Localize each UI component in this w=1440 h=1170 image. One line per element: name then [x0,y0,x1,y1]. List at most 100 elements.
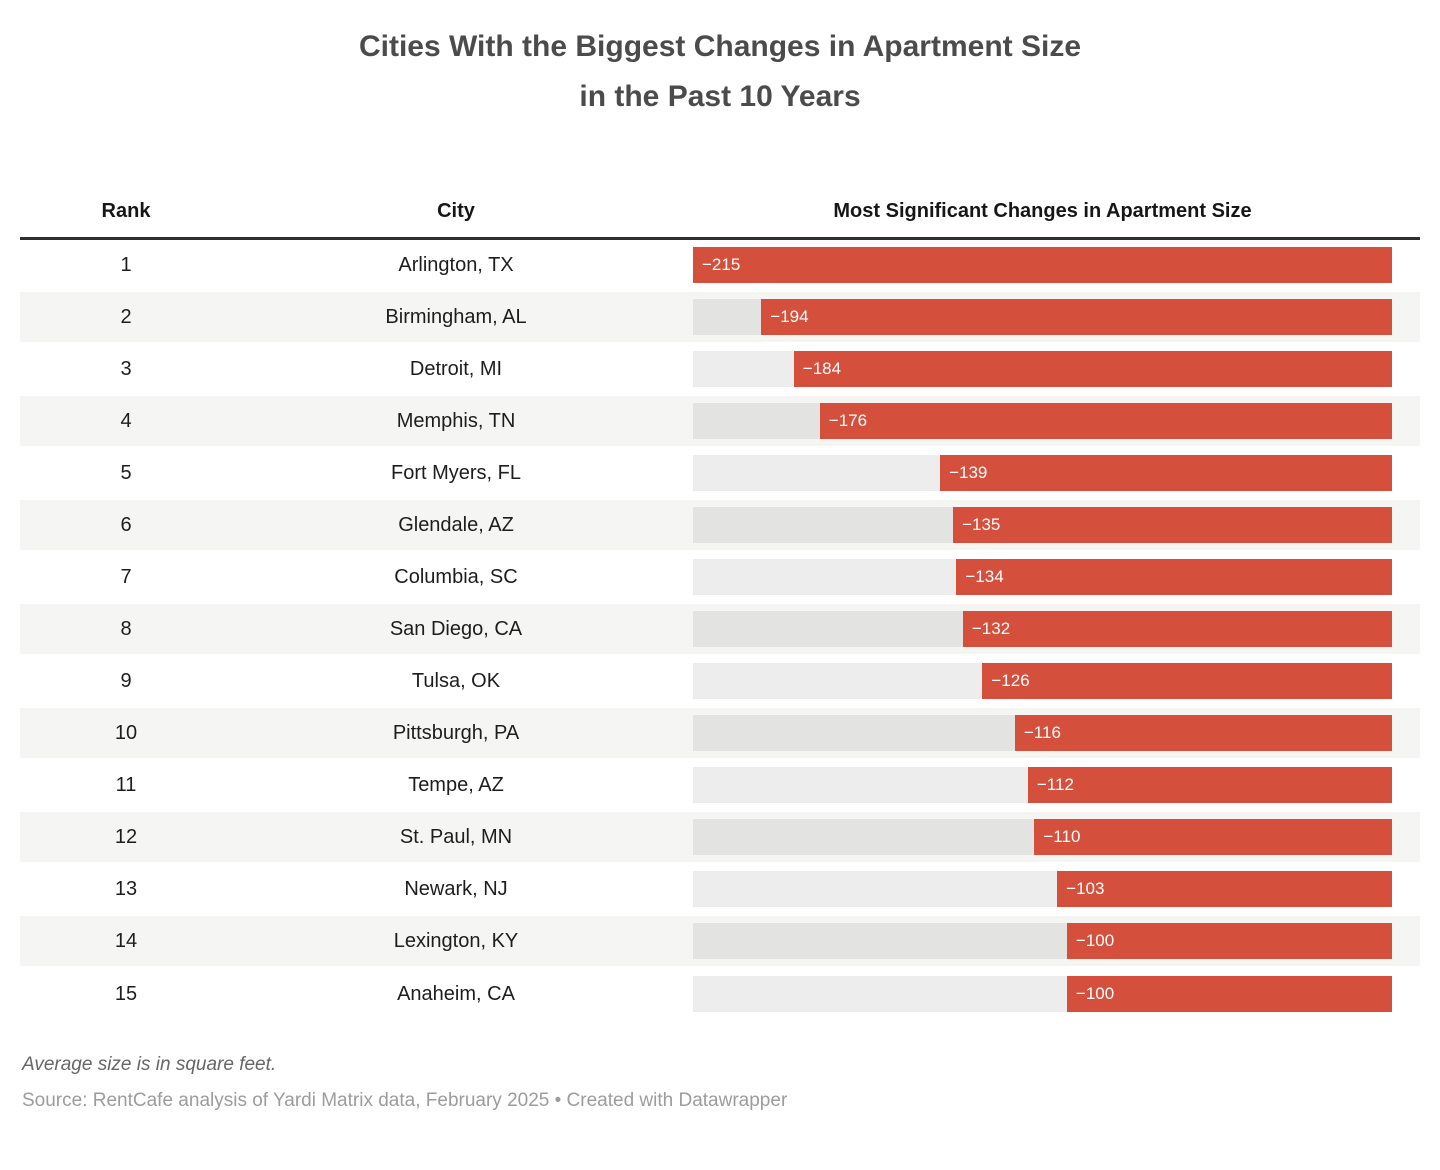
rank-cell: 9 [120,669,132,692]
table-row: 1 Arlington, TX −215 [20,240,1420,292]
city-cell: San Diego, CA [389,617,523,640]
bar-fill: −126 [982,663,1392,699]
bar-cell: −194 [680,299,1420,335]
table-row: 6 Glendale, AZ −135 [20,500,1420,552]
bar-fill: −194 [761,299,1392,335]
bar-cell: −116 [680,715,1420,751]
city-cell: Anaheim, CA [397,982,515,1005]
rank-cell: 12 [114,825,138,848]
bar-fill: −103 [1057,871,1392,907]
table-row: 7 Columbia, SC −134 [20,552,1420,604]
bar-cell: −139 [680,455,1420,491]
table-row: 13 Newark, NJ −103 [20,864,1420,916]
bar-track: −100 [693,976,1392,1012]
bar-cell: −103 [680,871,1420,907]
rank-cell: 2 [120,305,132,328]
ranking-table: Rank City Most Significant Changes in Ap… [20,185,1420,1020]
bar-fill: −100 [1066,923,1392,959]
rank-cell: 5 [120,461,132,484]
rank-cell: 7 [120,565,132,588]
bar-track: −194 [693,299,1392,335]
city-cell: Birmingham, AL [385,305,527,328]
bar-track: −134 [693,559,1392,595]
bar-track: −100 [693,923,1392,959]
city-cell: Tulsa, OK [411,669,501,692]
rank-cell: 6 [120,513,132,536]
bar-track: −103 [693,871,1392,907]
table-row: 5 Fort Myers, FL −139 [20,448,1420,500]
bar-value-label: −215 [702,255,741,274]
table-row: 8 San Diego, CA −132 [20,604,1420,656]
bar-cell: −184 [680,351,1420,387]
table-row: 14 Lexington, KY −100 [20,916,1420,968]
table-row: 11 Tempe, AZ −112 [20,760,1420,812]
table-row: 2 Birmingham, AL −194 [20,292,1420,344]
table-row: 10 Pittsburgh, PA −116 [20,708,1420,760]
city-cell: Lexington, KY [393,929,519,952]
rank-cell: 8 [120,617,132,640]
bar-value-label: −194 [770,307,809,326]
bar-fill: −134 [956,559,1392,595]
rank-cell: 10 [114,721,138,744]
bar-cell: −112 [680,767,1420,803]
bar-value-label: −135 [962,515,1001,534]
chart-notes: Average size is in square feet. [22,1054,277,1075]
bar-cell: −135 [680,507,1420,543]
bar-cell: −126 [680,663,1420,699]
city-cell: Fort Myers, FL [390,461,521,484]
rank-cell: 3 [120,357,132,380]
bar-value-label: −184 [802,359,842,378]
chart-title-line1: Cities With the Biggest Changes in Apart… [358,30,1082,63]
chart-source-line: Source: RentCafe analysis of Yardi Matri… [22,1090,788,1111]
bar-value-label: −126 [991,671,1030,690]
column-header-rank: Rank [101,199,151,222]
table-row: 3 Detroit, MI −184 [20,344,1420,396]
bar-cell: −100 [680,976,1420,1012]
table-body: 1 Arlington, TX −215 2 Birmingham, AL −1… [20,240,1420,1020]
column-header-change: Most Significant Changes in Apartment Si… [833,199,1252,222]
bar-fill: −110 [1034,819,1392,855]
rank-cell: 1 [120,253,132,276]
rank-cell: 15 [114,982,138,1005]
table-row: 9 Tulsa, OK −126 [20,656,1420,708]
bar-track: −132 [693,611,1392,647]
bar-fill: −215 [693,247,1392,283]
chart-title-line2: in the Past 10 Years [579,80,861,113]
bar-cell: −100 [680,923,1420,959]
bar-value-label: −100 [1075,931,1115,950]
rank-cell: 13 [114,877,138,900]
bar-fill: −116 [1014,715,1392,751]
bar-value-label: −176 [828,411,868,430]
bar-value-label: −116 [1023,723,1061,742]
bar-track: −176 [693,403,1392,439]
bar-fill: −100 [1066,976,1392,1012]
city-cell: Tempe, AZ [408,773,504,796]
bar-track: −139 [693,455,1392,491]
bar-track: −112 [693,767,1392,803]
bar-value-label: −139 [949,463,988,482]
bar-track: −110 [693,819,1392,855]
city-cell: Columbia, SC [394,565,518,588]
rank-cell: 14 [114,929,138,952]
table-row: 15 Anaheim, CA −100 [20,968,1420,1020]
city-cell: Arlington, TX [398,253,514,276]
table-row: 4 Memphis, TN −176 [20,396,1420,448]
bar-track: −215 [693,247,1392,283]
chart-page: Cities With the Biggest Changes in Apart… [0,22,1440,1112]
bar-track: −116 [693,715,1392,751]
city-cell: Newark, NJ [404,877,508,900]
bar-cell: −176 [680,403,1420,439]
bar-fill: −135 [953,507,1392,543]
bar-fill: −132 [962,611,1392,647]
chart-title: Cities With the Biggest Changes in Apart… [20,22,1420,122]
city-cell: Detroit, MI [409,357,503,380]
bar-value-label: −134 [965,567,1004,586]
bar-track: −126 [693,663,1392,699]
bar-fill: −176 [819,403,1392,439]
table-row: 12 St. Paul, MN −110 [20,812,1420,864]
rank-cell: 11 [115,773,137,796]
bar-cell: −215 [680,247,1420,283]
bar-value-label: −112 [1036,775,1074,794]
city-cell: Pittsburgh, PA [392,721,520,744]
city-cell: St. Paul, MN [399,825,513,848]
